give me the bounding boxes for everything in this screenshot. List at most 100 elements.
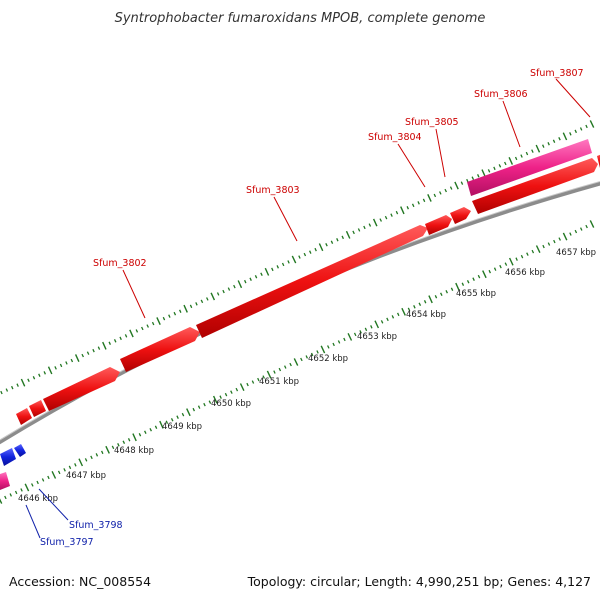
minor-tick (499, 264, 502, 269)
minor-tick (336, 238, 339, 242)
minor-tick (181, 412, 185, 417)
major-tick (264, 267, 270, 276)
major-tick (24, 483, 30, 492)
minor-tick (332, 342, 335, 347)
minor-tick (124, 334, 128, 338)
minor-tick (520, 154, 523, 158)
major-tick (347, 333, 353, 341)
minor-tick (70, 358, 74, 363)
minor-tick (4, 495, 7, 500)
minor-tick (65, 361, 68, 365)
gene-arrow[interactable] (120, 327, 200, 372)
minor-tick (138, 433, 142, 437)
major-tick (535, 245, 541, 253)
minor-tick (460, 181, 464, 185)
minor-tick (170, 418, 174, 422)
minor-tick (413, 305, 416, 309)
label-leader (435, 128, 446, 178)
gene-label[interactable]: Sfum_3805 (405, 117, 459, 128)
minor-tick (411, 203, 415, 208)
minor-tick (233, 284, 236, 289)
minor-tick (515, 257, 518, 261)
minor-tick (569, 232, 572, 236)
minor-tick (305, 355, 308, 359)
minor-tick (440, 292, 443, 296)
gene-label[interactable]: Sfum_3798 (69, 520, 123, 531)
minor-tick (353, 332, 357, 337)
gene-arrow[interactable] (14, 444, 26, 457)
minor-tick (47, 475, 50, 480)
gene-arrow[interactable] (597, 153, 600, 168)
minor-tick (477, 274, 481, 279)
major-tick (454, 181, 459, 190)
minor-tick (235, 387, 239, 392)
minor-tick (370, 325, 373, 329)
minor-tick (59, 363, 63, 368)
minor-tick (364, 327, 368, 332)
gene-label[interactable]: Sfum_3797 (40, 537, 94, 548)
gene-label[interactable]: Sfum_3807 (530, 68, 584, 79)
minor-tick (525, 151, 529, 156)
minor-tick (197, 405, 201, 409)
minor-tick (314, 247, 317, 252)
minor-tick (327, 345, 330, 349)
minor-tick (122, 440, 126, 444)
gene-label[interactable]: Sfum_3803 (246, 185, 300, 196)
minor-tick (179, 309, 182, 313)
minor-tick (574, 129, 577, 134)
major-tick (293, 358, 299, 366)
minor-tick (244, 279, 247, 284)
minor-tick (466, 280, 470, 284)
minor-tick (417, 201, 420, 205)
minor-tick (200, 299, 204, 304)
gene-label[interactable]: Sfum_3804 (368, 132, 422, 143)
scale-label: 4647 kbp (66, 471, 106, 481)
minor-tick (63, 468, 66, 472)
scale-label: 4652 kbp (308, 354, 348, 364)
minor-tick (368, 223, 372, 227)
minor-tick (439, 191, 442, 195)
minor-tick (397, 312, 400, 317)
label-leader (25, 504, 41, 539)
minor-tick (90, 455, 93, 460)
minor-tick (97, 346, 101, 350)
minor-tick (224, 392, 228, 397)
minor-tick (141, 326, 144, 331)
minor-tick (206, 297, 209, 301)
gene-arrow[interactable] (16, 408, 32, 425)
gene-label[interactable]: Sfum_3806 (474, 89, 528, 100)
gene-arrow[interactable] (0, 448, 16, 466)
label-leader (122, 269, 146, 319)
major-tick (401, 307, 406, 316)
minor-tick (466, 178, 469, 183)
minor-tick (406, 206, 409, 210)
gene-arrow[interactable] (450, 207, 471, 224)
minor-tick (287, 260, 290, 264)
gene-arrow[interactable] (425, 215, 452, 235)
gene-label[interactable]: Sfum_3802 (93, 258, 147, 269)
scale-label: 4651 kbp (259, 377, 299, 387)
rna-gene[interactable] (0, 472, 10, 490)
minor-tick (251, 380, 255, 384)
gene-arrow[interactable] (29, 400, 46, 417)
backbone (0, 181, 600, 445)
major-tick (345, 230, 351, 239)
gene-arrow[interactable] (196, 225, 428, 338)
minor-tick (423, 300, 427, 304)
rna-gene[interactable] (467, 139, 592, 196)
minor-tick (86, 351, 90, 355)
minor-tick (257, 377, 260, 382)
major-tick (589, 220, 595, 228)
accession-text: Accession: NC_008554 (9, 574, 151, 589)
gene-arrow[interactable] (43, 367, 120, 411)
minor-tick (384, 215, 388, 220)
minor-tick (580, 227, 583, 231)
major-tick (427, 194, 432, 202)
minor-tick (445, 290, 448, 294)
minor-tick (391, 315, 395, 319)
minor-tick (54, 366, 57, 370)
minor-tick (531, 149, 534, 153)
scale-labels: 4646 kbp 4647 kbp 4648 kbp 4649 kbp 4650… (18, 248, 596, 504)
major-tick (183, 304, 188, 313)
gene-arrow[interactable] (472, 158, 598, 214)
